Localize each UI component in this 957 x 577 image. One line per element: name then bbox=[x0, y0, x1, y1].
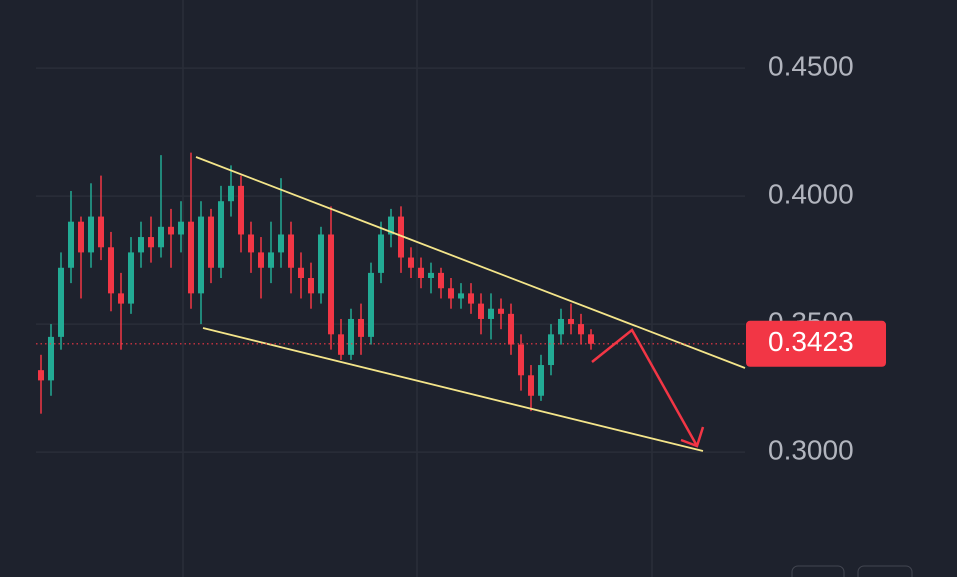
candle-body bbox=[548, 334, 554, 366]
candle-body bbox=[448, 288, 454, 299]
last-price-box bbox=[746, 320, 886, 367]
candle-body bbox=[78, 221, 84, 253]
candle-body bbox=[468, 293, 474, 304]
lower-trend-line bbox=[202, 327, 704, 452]
candle-body bbox=[308, 278, 314, 294]
candle-body bbox=[118, 293, 124, 304]
y-tick-label: 0.4000 bbox=[768, 178, 854, 209]
candle-body bbox=[498, 308, 504, 314]
candle-body bbox=[258, 252, 264, 268]
candle-body bbox=[198, 216, 204, 294]
candle-body bbox=[58, 267, 64, 337]
candle-body bbox=[218, 201, 224, 268]
candle-body bbox=[178, 221, 184, 235]
candle-body bbox=[328, 234, 334, 335]
h-grid bbox=[36, 67, 745, 453]
candle-body bbox=[478, 303, 484, 319]
candle-body bbox=[428, 272, 434, 279]
candle-body bbox=[538, 365, 544, 396]
upper-trend-line bbox=[195, 156, 746, 369]
candle-body bbox=[318, 234, 324, 294]
candle-body bbox=[578, 324, 584, 335]
button[interactable] bbox=[857, 565, 913, 577]
candle-body bbox=[138, 237, 144, 253]
candle-body bbox=[508, 313, 514, 345]
candle-body bbox=[208, 216, 214, 268]
candle-body bbox=[288, 234, 294, 268]
candle-body bbox=[408, 257, 414, 268]
y-tick-label: 0.3000 bbox=[768, 434, 854, 465]
candle-body bbox=[278, 234, 284, 253]
candle-body bbox=[248, 234, 254, 253]
candle-body bbox=[68, 221, 74, 268]
candle-body bbox=[108, 247, 114, 294]
candle-body bbox=[168, 226, 174, 235]
grid bbox=[182, 0, 653, 577]
candle-body bbox=[348, 318, 354, 355]
y-tick-label: 0.4500 bbox=[768, 50, 854, 81]
candle-body bbox=[88, 216, 94, 253]
candle-body bbox=[98, 216, 104, 248]
candle-body bbox=[358, 318, 364, 337]
candle-body bbox=[188, 221, 194, 294]
candle-body bbox=[378, 234, 384, 273]
candle-body bbox=[568, 318, 574, 325]
candle-body bbox=[438, 272, 444, 289]
candle-body bbox=[238, 185, 244, 235]
candle-body bbox=[338, 334, 344, 355]
candle-body bbox=[528, 375, 534, 396]
arrow-head bbox=[680, 426, 705, 448]
candle-body bbox=[458, 293, 464, 299]
candles bbox=[38, 152, 594, 414]
candle-body bbox=[38, 370, 44, 381]
candle-body bbox=[488, 308, 494, 319]
drawings bbox=[195, 156, 746, 452]
candle-body bbox=[148, 237, 154, 248]
candle-body bbox=[368, 272, 374, 337]
candle-body bbox=[228, 185, 234, 202]
candle-body bbox=[418, 267, 424, 279]
candle-body bbox=[388, 216, 394, 235]
button[interactable] bbox=[791, 565, 845, 577]
candle-body bbox=[558, 318, 564, 335]
candle-body bbox=[518, 344, 524, 376]
candle-body bbox=[128, 252, 134, 304]
last-price-label: 0.3423 bbox=[768, 326, 854, 357]
candle-body bbox=[398, 216, 404, 258]
candle-body bbox=[268, 252, 274, 268]
candle-body bbox=[158, 226, 164, 248]
forecast-arrow bbox=[591, 328, 699, 447]
candle-body bbox=[48, 336, 54, 381]
candle-body bbox=[588, 334, 594, 344]
price-marker: 0.3423 bbox=[36, 320, 886, 367]
candle-body bbox=[298, 267, 304, 279]
